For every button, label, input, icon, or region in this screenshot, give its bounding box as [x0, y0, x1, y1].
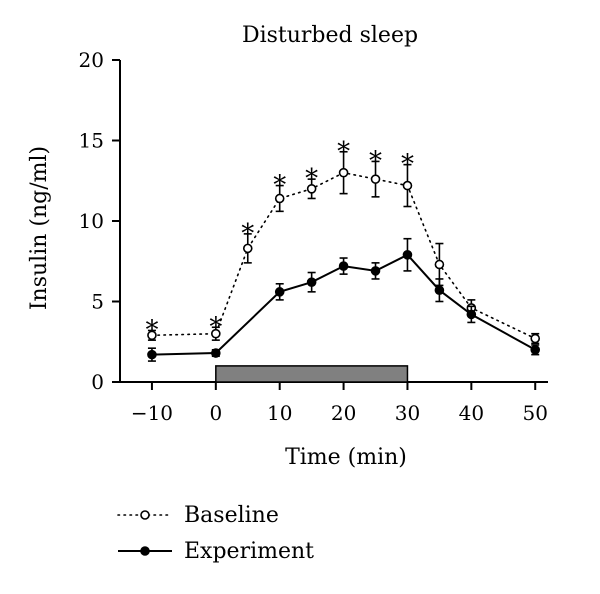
legend: Baseline Experiment [117, 503, 314, 564]
legend-item-baseline: Baseline [117, 503, 279, 528]
data-point [370, 266, 381, 276]
significance-star: * [401, 150, 414, 180]
data-point [434, 259, 445, 270]
data-point [402, 250, 413, 260]
series-experiment [147, 237, 541, 362]
significance-star: * [337, 137, 350, 167]
significance-star: * [209, 312, 222, 342]
data-point [338, 261, 349, 271]
data-point [306, 277, 317, 287]
significance-star: * [273, 171, 286, 201]
x-tick-label: 0 [209, 401, 222, 425]
data-point [530, 344, 541, 355]
data-point [211, 348, 221, 358]
data-point [211, 328, 221, 339]
significance-star: * [305, 164, 318, 194]
y-tick-label: 10 [79, 209, 104, 233]
y-tick-label: 15 [79, 129, 104, 153]
legend-experiment-label: Experiment [184, 539, 314, 564]
chart-title: Disturbed sleep [242, 23, 418, 48]
significance-star: * [241, 219, 254, 249]
y-axis-label: Insulin (ng/ml) [27, 146, 52, 310]
y-tick-label: 0 [91, 370, 104, 394]
legend-baseline-label: Baseline [184, 503, 279, 528]
data-point [274, 193, 285, 204]
x-tick-label: 50 [522, 401, 547, 425]
significance-star: * [369, 146, 382, 176]
intervention-bar [215, 365, 409, 383]
significance-star: * [145, 315, 158, 345]
legend-baseline-marker [140, 510, 150, 520]
x-tick-label: −10 [131, 401, 173, 425]
y-ticks: 0 5 10 15 20 [79, 48, 120, 394]
y-tick-label: 5 [91, 290, 104, 314]
data-point [434, 285, 445, 296]
data-point [147, 349, 157, 360]
series-line [151, 253, 536, 356]
x-tick-label: 20 [331, 401, 356, 425]
x-tick-label: 10 [267, 401, 292, 425]
data-point [530, 333, 541, 344]
data-point [338, 167, 349, 178]
x-tick-label: 30 [395, 401, 420, 425]
data-point [242, 243, 253, 254]
data-point [147, 330, 157, 341]
plot-area: * * * * * * * * [145, 137, 541, 383]
x-axis-label: Time (min) [285, 445, 407, 470]
data-point [306, 184, 317, 194]
data-point [402, 180, 413, 191]
data-point [466, 309, 477, 320]
data-point [370, 174, 381, 184]
x-tick-label: 40 [459, 401, 484, 425]
x-ticks: −10 0 10 20 30 40 50 [131, 382, 548, 425]
axes [119, 60, 548, 383]
legend-experiment-marker [140, 546, 150, 556]
series-baseline [147, 150, 541, 345]
y-tick-label: 20 [79, 48, 104, 72]
data-point [274, 287, 285, 297]
legend-item-experiment: Experiment [118, 539, 314, 564]
